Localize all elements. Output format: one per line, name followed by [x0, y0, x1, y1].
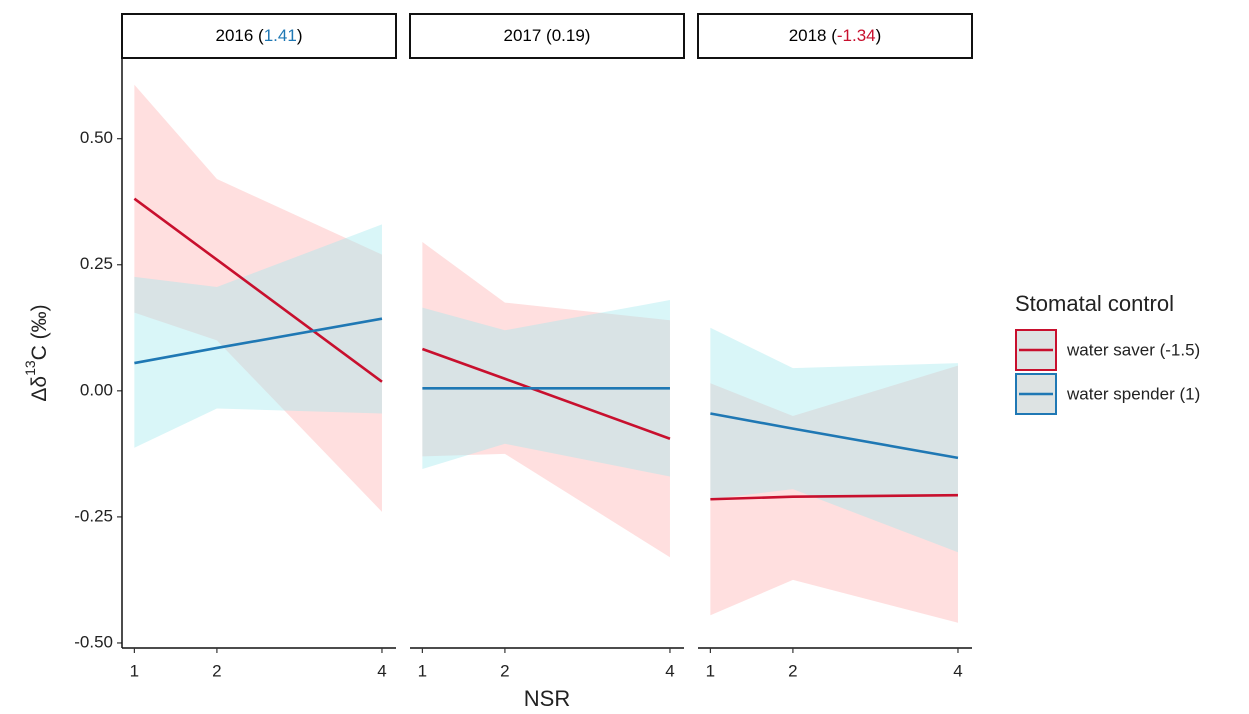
facet-strip [409, 13, 685, 59]
facet-title: 2018 (-1.34) [789, 26, 882, 45]
series-line [421, 347, 671, 440]
facet-title-part: 1.41 [264, 26, 297, 45]
x-tick-label: 2 [212, 661, 221, 680]
facet-title-part: ) [297, 26, 303, 45]
legend-label: water spender (1) [1066, 384, 1200, 403]
x-tick-label: 2 [500, 661, 509, 680]
confidence-ribbon [710, 365, 958, 623]
facet-title: 2016 (1.41) [216, 26, 303, 45]
y-tick-label: 0.50 [80, 128, 113, 147]
y-title-part: 13 [22, 360, 38, 376]
x-tick-label: 4 [665, 661, 674, 680]
x-tick-label: 4 [953, 661, 962, 680]
facet-title: 2017 (0.19) [504, 26, 591, 45]
facet-title-part: 2018 ( [789, 26, 838, 45]
y-title-part: Δδ [28, 376, 51, 402]
y-tick-label: 0.25 [80, 254, 113, 273]
series-line [710, 412, 959, 460]
facet-title-part: -1.34 [837, 26, 876, 45]
legend-label: water saver (-1.5) [1066, 340, 1200, 359]
y-title-part: C (‰) [28, 304, 51, 360]
confidence-ribbon [134, 224, 382, 448]
y-tick-label: -0.25 [74, 506, 113, 525]
confidence-ribbon [422, 242, 670, 558]
facet-title-part: 2017 (0.19) [504, 26, 591, 45]
facet-strip [121, 13, 397, 59]
x-tick-label: 1 [706, 661, 715, 680]
series-line [133, 197, 383, 383]
facet-strip [697, 13, 973, 59]
series-line [710, 493, 958, 501]
facet-title-part: 2016 ( [216, 26, 265, 45]
legend-title: Stomatal control [1015, 291, 1174, 316]
confidence-ribbon [134, 84, 382, 512]
x-tick-label: 4 [377, 661, 386, 680]
x-tick-label: 2 [788, 661, 797, 680]
x-tick-label: 1 [418, 661, 427, 680]
series-line [134, 317, 383, 365]
y-axis-title: Δδ13C (‰) [22, 304, 51, 401]
y-tick-label: 0.00 [80, 380, 113, 399]
x-tick-label: 1 [130, 661, 139, 680]
facet-title-part: ) [876, 26, 882, 45]
y-tick-label: -0.50 [74, 632, 113, 651]
x-axis-title: NSR [524, 686, 570, 711]
